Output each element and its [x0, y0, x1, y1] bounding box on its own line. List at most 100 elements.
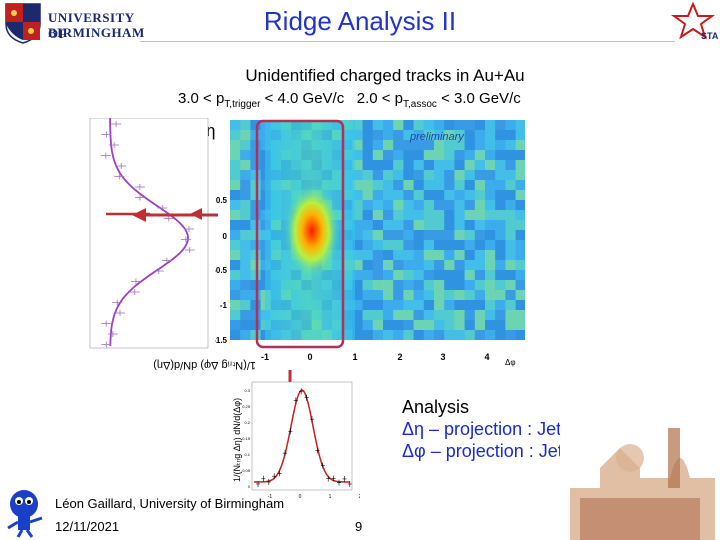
- heatmap-cell: [434, 250, 445, 260]
- heatmap-cell: [413, 130, 424, 140]
- heatmap-cell: [403, 280, 414, 290]
- heatmap-cell: [413, 280, 424, 290]
- heatmap-cell: [362, 320, 373, 330]
- heatmap-cell: [464, 120, 475, 130]
- heatmap-x-tick: 1: [352, 352, 357, 362]
- heatmap-cell: [372, 250, 384, 260]
- heatmap-cell: [505, 250, 516, 260]
- phi-x-tick: 1: [329, 494, 332, 500]
- heatmap-cell: [240, 220, 251, 230]
- heatmap-cell: [423, 150, 435, 160]
- heatmap-cell: [240, 140, 251, 150]
- heatmap-cell: [393, 170, 404, 180]
- heatmap-cell: [372, 290, 384, 300]
- heatmap-cell: [434, 210, 445, 220]
- heatmap-cell: [505, 180, 516, 190]
- heatmap-cell: [230, 250, 241, 260]
- heatmap-cell: [413, 300, 424, 310]
- heatmap-cell: [434, 150, 445, 160]
- heatmap-cell: [240, 150, 251, 160]
- heatmap-cell: [372, 120, 384, 130]
- heatmap-cell: [444, 300, 455, 310]
- heatmap-cell: [240, 280, 251, 290]
- heatmap-cell: [495, 160, 506, 170]
- heatmap-cell: [423, 230, 435, 240]
- heatmap-x-tick: 2: [397, 352, 402, 362]
- eta-projection-y-label: 1/(Nₜᵣᵢg Δφ) dN/d(Δη): [153, 359, 256, 371]
- heatmap-cell: [495, 170, 506, 180]
- heatmap-cell: [403, 210, 414, 220]
- heatmap-cell: [454, 140, 465, 150]
- heatmap-cell: [474, 200, 486, 210]
- heatmap-cell: [413, 210, 424, 220]
- heatmap-cell: [413, 180, 424, 190]
- heatmap-cell: [423, 280, 435, 290]
- heatmap-cell: [434, 230, 445, 240]
- heatmap-cell: [423, 270, 435, 280]
- heatmap-cell: [372, 330, 384, 340]
- heatmap-cell: [403, 330, 414, 340]
- heatmap-cell: [413, 290, 424, 300]
- heatmap-cell: [250, 190, 261, 200]
- heatmap-cell: [403, 230, 414, 240]
- heatmap-cell: [362, 280, 373, 290]
- heatmap-cell: [352, 170, 363, 180]
- heatmap-cell: [413, 170, 424, 180]
- heatmap-cell: [454, 170, 465, 180]
- heatmap-cell: [230, 130, 241, 140]
- phi-fit-curve: [254, 389, 350, 483]
- heatmap-cell: [393, 240, 404, 250]
- heatmap-cell: [495, 260, 506, 270]
- assoc-cut-suffix: < 3.0 GeV/c: [436, 90, 521, 107]
- delta-phi-projection-plot: 0.3 0.25 0.2 0.15 0.1 0.05 0 -1 0 1 2 1/(Nₜᵣᵢg Δη…: [232, 381, 360, 500]
- heatmap-cell: [240, 270, 251, 280]
- heatmap-cell: [230, 270, 241, 280]
- heatmap-cell: [393, 220, 404, 230]
- heatmap-cell: [444, 220, 455, 230]
- heatmap-cell: [444, 290, 455, 300]
- heatmap-cell: [352, 230, 363, 240]
- heatmap-cell: [250, 330, 261, 340]
- eta-arrow: [132, 208, 218, 222]
- heatmap-x-tick: 4: [484, 352, 489, 362]
- heatmap-cell: [423, 220, 435, 230]
- heatmap-cell: [413, 140, 424, 150]
- heatmap-cell: [495, 200, 506, 210]
- heatmap-cell: [485, 260, 496, 270]
- heatmap-cell: [230, 230, 241, 240]
- heatmap-cell: [505, 290, 516, 300]
- heatmap-cell: [474, 320, 486, 330]
- heatmap-cell: [515, 300, 525, 310]
- heatmap-cell: [403, 150, 414, 160]
- heatmap-cell: [383, 270, 394, 280]
- heatmap-cell: [372, 220, 384, 230]
- heatmap-cell: [403, 320, 414, 330]
- heatmap-cell: [383, 230, 394, 240]
- heatmap-cell: [434, 280, 445, 290]
- heatmap-cell: [515, 190, 525, 200]
- heatmap-cell: [383, 220, 394, 230]
- heatmap-cell: [352, 320, 363, 330]
- university-logo: UNIVERSITY OF BIRMINGHAM: [4, 2, 144, 44]
- heatmap-cell: [352, 150, 363, 160]
- heatmap-cell: [240, 320, 251, 330]
- heatmap-cell: [393, 250, 404, 260]
- heatmap-cell: [495, 120, 506, 130]
- heatmap-cell: [352, 240, 363, 250]
- heatmap-cell: [352, 180, 363, 190]
- heatmap-cell: [474, 330, 486, 340]
- heatmap-cell: [474, 220, 486, 230]
- heatmap-cell: [454, 330, 465, 340]
- analysis-heading: Analysis: [402, 397, 470, 417]
- heatmap-cell: [383, 280, 394, 290]
- heatmap-cell: [434, 160, 445, 170]
- heatmap-cell: [250, 280, 261, 290]
- heatmap-cell: [434, 290, 445, 300]
- heatmap-cell: [383, 190, 394, 200]
- heatmap-cell: [505, 260, 516, 270]
- heatmap-cell: [444, 330, 455, 340]
- heatmap-cell: [362, 120, 373, 130]
- heatmap-cell: [485, 170, 496, 180]
- heatmap-cell: [464, 180, 475, 190]
- trigger-cut-prefix: 3.0 < p: [178, 90, 225, 107]
